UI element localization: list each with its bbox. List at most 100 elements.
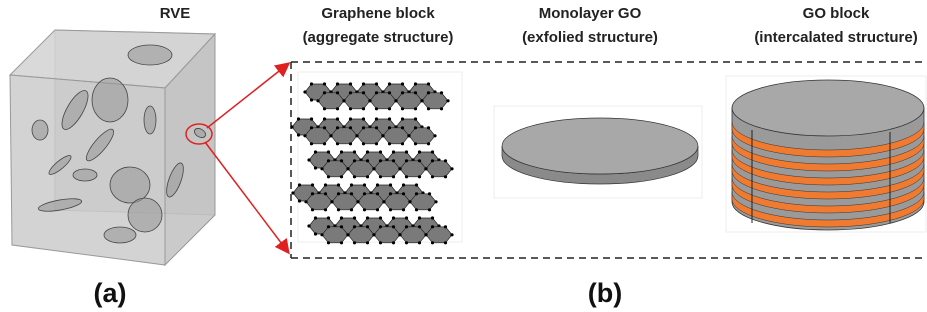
atom xyxy=(405,216,408,219)
atom xyxy=(394,99,397,102)
atom xyxy=(450,233,453,236)
atom xyxy=(424,167,427,170)
atom xyxy=(418,150,421,153)
atom xyxy=(303,134,306,137)
atom xyxy=(330,200,333,203)
atom xyxy=(349,91,352,94)
atom xyxy=(366,216,369,219)
atom xyxy=(433,134,436,137)
atom xyxy=(414,91,417,94)
go-block xyxy=(726,76,926,232)
atom xyxy=(444,241,447,244)
atom xyxy=(401,91,404,94)
item-title: Graphene block xyxy=(321,5,435,22)
atom xyxy=(327,159,330,162)
atom xyxy=(450,167,453,170)
atom xyxy=(362,91,365,94)
atom xyxy=(311,192,314,195)
atom xyxy=(362,126,365,129)
atom xyxy=(418,225,421,228)
atom xyxy=(398,233,401,236)
atom xyxy=(375,126,378,129)
atom xyxy=(323,91,326,94)
atom xyxy=(336,107,339,110)
atom xyxy=(379,216,382,219)
item-subtitle: (exfolied structure) xyxy=(522,29,658,46)
atom xyxy=(298,199,301,202)
atom xyxy=(427,142,430,145)
atom xyxy=(427,91,430,94)
atom xyxy=(340,175,343,178)
atom xyxy=(418,175,421,178)
atom xyxy=(379,150,382,153)
atom xyxy=(310,98,313,101)
atom xyxy=(375,142,378,145)
atom xyxy=(379,241,382,244)
atom xyxy=(324,208,327,211)
atom xyxy=(366,150,369,153)
atom xyxy=(381,134,384,137)
atom xyxy=(388,126,391,129)
atom xyxy=(363,192,366,195)
top-face xyxy=(732,80,924,136)
atom xyxy=(392,241,395,244)
atom xyxy=(401,142,404,145)
item-title: Monolayer GO xyxy=(539,5,642,22)
atom xyxy=(314,150,317,153)
atom xyxy=(388,142,391,145)
atom xyxy=(424,233,427,236)
atom xyxy=(405,159,408,162)
atom xyxy=(324,192,327,195)
atom xyxy=(362,107,365,110)
item-subtitle: (aggregate structure) xyxy=(303,29,454,46)
atom xyxy=(414,126,417,129)
atom xyxy=(388,117,391,120)
atom xyxy=(316,99,319,102)
atom xyxy=(350,192,353,195)
atom xyxy=(290,125,293,128)
atom xyxy=(368,99,371,102)
atom xyxy=(366,241,369,244)
atom xyxy=(355,134,358,137)
atom xyxy=(342,99,345,102)
atom xyxy=(353,225,356,228)
atom xyxy=(375,82,378,85)
atom xyxy=(427,107,430,110)
atom xyxy=(304,200,307,203)
atom xyxy=(336,126,339,129)
atom xyxy=(323,117,326,120)
atom xyxy=(375,91,378,94)
atom xyxy=(323,126,326,129)
atom xyxy=(310,142,313,145)
atom xyxy=(366,175,369,178)
atom xyxy=(389,183,392,186)
atom xyxy=(418,216,421,219)
atom xyxy=(392,159,395,162)
atom xyxy=(382,200,385,203)
atom xyxy=(353,150,356,153)
atom xyxy=(376,183,379,186)
atom xyxy=(346,167,349,170)
atom xyxy=(428,192,431,195)
atom xyxy=(388,91,391,94)
panel-label: (b) xyxy=(588,278,622,308)
atom xyxy=(414,107,417,110)
atom xyxy=(337,183,340,186)
atom xyxy=(297,133,300,136)
atom xyxy=(320,233,323,236)
atom xyxy=(398,167,401,170)
arrow xyxy=(207,64,288,128)
atom xyxy=(307,224,310,227)
atom xyxy=(350,208,353,211)
atom xyxy=(401,107,404,110)
atom xyxy=(350,183,353,186)
atom xyxy=(311,183,314,186)
atom xyxy=(340,216,343,219)
atom xyxy=(349,117,352,120)
atom xyxy=(392,150,395,153)
atom xyxy=(310,126,313,129)
atom xyxy=(349,126,352,129)
atom xyxy=(431,216,434,219)
atom xyxy=(362,117,365,120)
atom xyxy=(298,183,301,186)
